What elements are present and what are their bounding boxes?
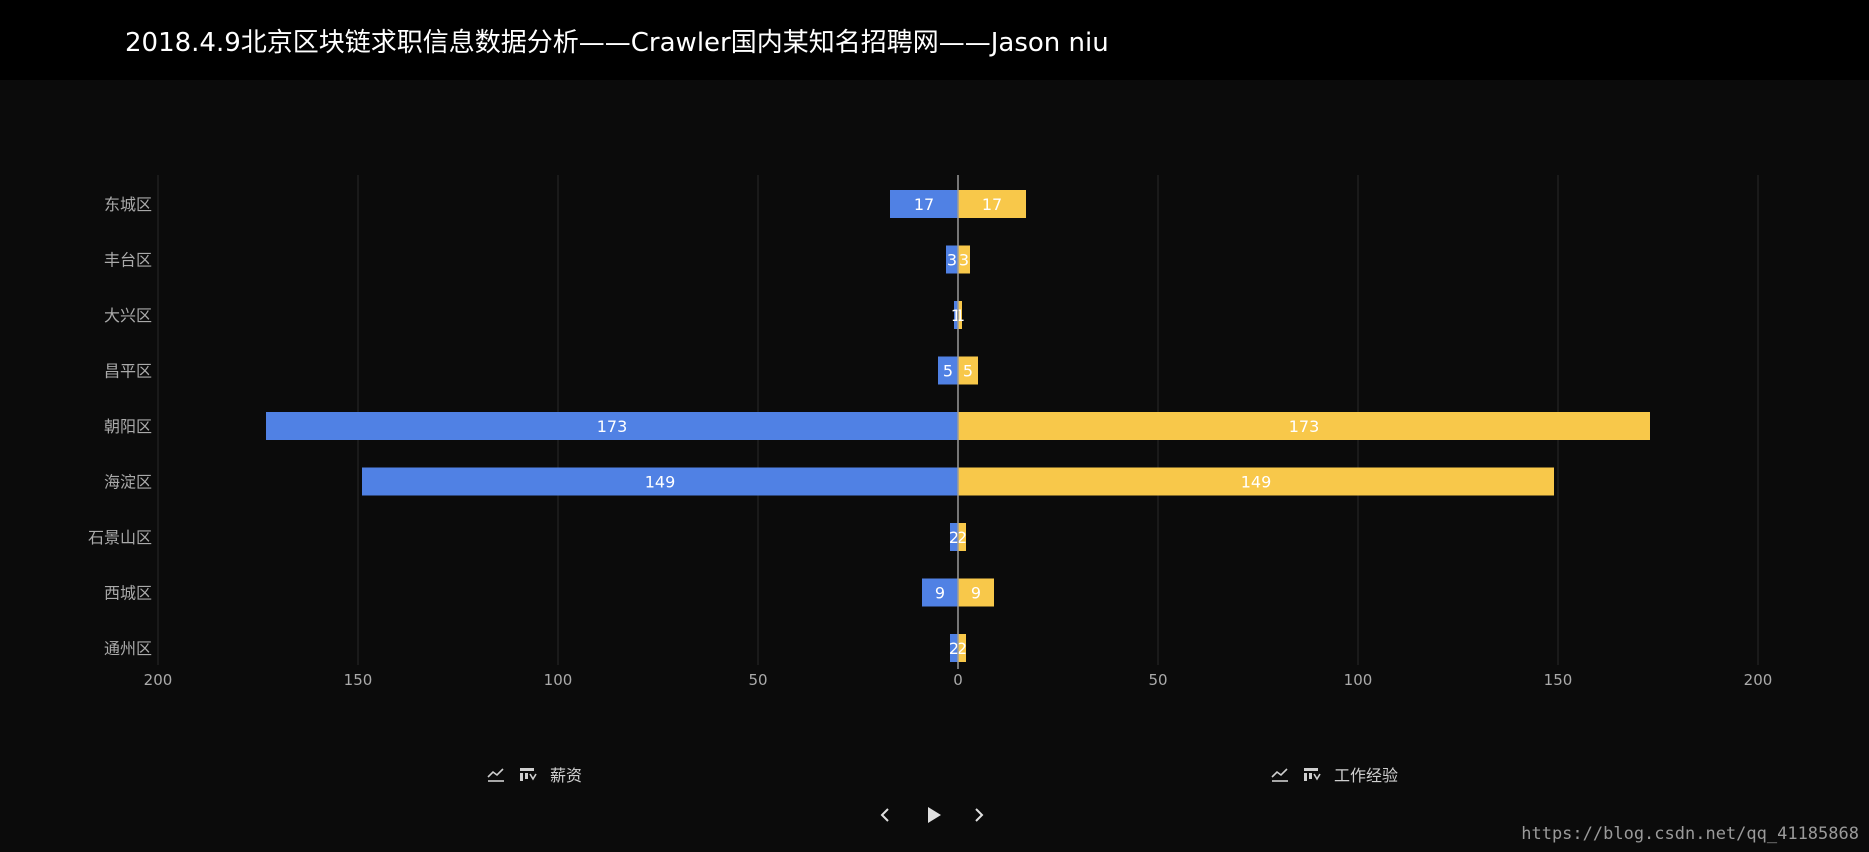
line-chart-icon[interactable] bbox=[1270, 765, 1290, 783]
sort-icon[interactable] bbox=[1302, 765, 1322, 783]
line-chart-icon[interactable] bbox=[486, 765, 506, 783]
category-label: 大兴区 bbox=[104, 306, 152, 325]
bar-experience bbox=[958, 301, 962, 329]
data-label-experience: 173 bbox=[1289, 417, 1320, 436]
data-label-salary: 1 bbox=[951, 306, 961, 325]
x-tick-label: 200 bbox=[1744, 671, 1773, 689]
bar-salary bbox=[950, 634, 958, 662]
bar-salary bbox=[890, 190, 958, 218]
data-label-salary: 5 bbox=[943, 362, 953, 381]
chevron-left-icon[interactable] bbox=[870, 800, 900, 830]
bar-experience bbox=[958, 523, 966, 551]
category-label: 东城区 bbox=[104, 195, 152, 214]
data-label-salary: 149 bbox=[645, 473, 676, 492]
data-label-experience: 1 bbox=[955, 306, 965, 325]
bar-experience bbox=[958, 245, 970, 274]
category-label: 石景山区 bbox=[88, 528, 152, 547]
bar-experience bbox=[958, 578, 994, 607]
watermark-text: https://blog.csdn.net/qq_41185868 bbox=[1521, 824, 1859, 844]
legend-experience[interactable]: 工作经验 bbox=[1270, 762, 1398, 786]
bar-salary bbox=[266, 412, 958, 440]
bar-experience bbox=[958, 634, 966, 662]
bar-experience bbox=[958, 190, 1026, 218]
bar-experience bbox=[958, 356, 978, 385]
x-tick-label: 100 bbox=[544, 671, 573, 689]
bar-experience bbox=[958, 467, 1554, 496]
x-tick-label: 0 bbox=[953, 671, 963, 689]
data-label-experience: 2 bbox=[957, 528, 967, 547]
legend-salary[interactable]: 薪资 bbox=[486, 762, 582, 786]
category-label: 昌平区 bbox=[104, 362, 152, 381]
data-label-experience: 3 bbox=[959, 251, 969, 270]
bar-salary bbox=[946, 245, 958, 274]
legend-experience-label: 工作经验 bbox=[1334, 766, 1399, 785]
x-tick-label: 150 bbox=[344, 671, 373, 689]
x-tick-label: 100 bbox=[1344, 671, 1373, 689]
bar-salary bbox=[922, 578, 958, 607]
chevron-right-icon[interactable] bbox=[964, 800, 994, 830]
legend-salary-label: 薪资 bbox=[550, 766, 583, 785]
data-label-experience: 17 bbox=[982, 195, 1002, 214]
data-label-salary: 173 bbox=[597, 417, 628, 436]
category-label: 海淀区 bbox=[104, 473, 152, 492]
data-label-salary: 9 bbox=[935, 584, 945, 603]
bar-salary bbox=[950, 523, 958, 551]
category-label: 朝阳区 bbox=[104, 417, 152, 436]
data-label-salary: 17 bbox=[914, 195, 934, 214]
bar-experience bbox=[958, 412, 1650, 440]
x-tick-label: 200 bbox=[144, 671, 173, 689]
data-label-salary: 3 bbox=[947, 251, 957, 270]
play-icon[interactable] bbox=[918, 800, 948, 830]
category-label: 通州区 bbox=[104, 639, 152, 658]
page-title: 2018.4.9北京区块链求职信息数据分析——Crawler国内某知名招聘网——… bbox=[125, 28, 1109, 58]
x-tick-label: 50 bbox=[748, 671, 767, 689]
bar-salary bbox=[362, 467, 958, 496]
data-label-experience: 2 bbox=[957, 639, 967, 658]
bar-salary bbox=[954, 301, 958, 329]
sort-icon[interactable] bbox=[518, 765, 538, 783]
x-tick-label: 150 bbox=[1544, 671, 1573, 689]
data-label-salary: 2 bbox=[949, 639, 959, 658]
data-label-experience: 9 bbox=[971, 584, 981, 603]
data-label-experience: 5 bbox=[963, 362, 973, 381]
x-tick-label: 50 bbox=[1148, 671, 1167, 689]
timeline-controls bbox=[870, 800, 1000, 830]
category-label: 西城区 bbox=[104, 584, 152, 603]
data-label-salary: 2 bbox=[949, 528, 959, 547]
bar-salary bbox=[938, 356, 958, 385]
title-bar: 2018.4.9北京区块链求职信息数据分析——Crawler国内某知名招聘网——… bbox=[0, 0, 1869, 80]
category-label: 丰台区 bbox=[104, 251, 152, 270]
data-label-experience: 149 bbox=[1241, 473, 1272, 492]
